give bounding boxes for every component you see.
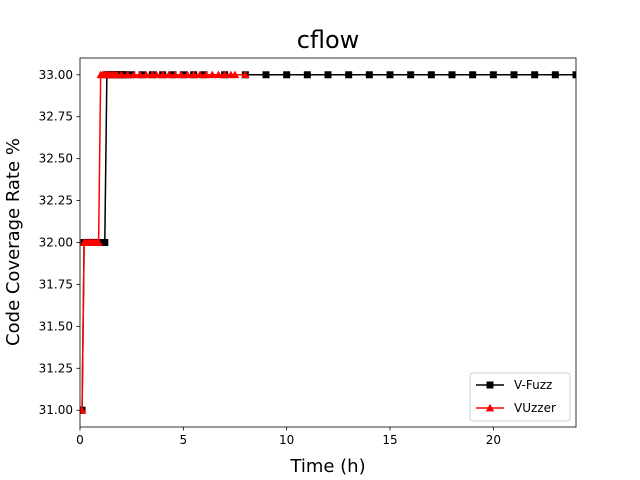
data-point-v-fuzz xyxy=(365,71,373,79)
data-point-vuzzer xyxy=(80,406,87,414)
legend-swatch-marker xyxy=(485,403,495,412)
data-point-v-fuzz xyxy=(551,71,559,79)
y-tick-label: 32.00 xyxy=(39,236,73,250)
data-point-vuzzer xyxy=(183,70,192,79)
y-tick-label: 32.50 xyxy=(39,152,73,166)
data-point-vuzzer xyxy=(195,70,205,79)
y-tick-label: 31.00 xyxy=(39,403,73,417)
plot-frame xyxy=(79,57,577,428)
x-tick-label: 5 xyxy=(180,433,188,447)
x-tick-label: 0 xyxy=(76,433,84,447)
legend: V-Fuzz VUzzer xyxy=(469,372,571,422)
chart-title: cflow xyxy=(297,26,360,54)
data-point-vuzzer xyxy=(152,70,161,79)
legend-label-v-fuzz: V-Fuzz xyxy=(514,378,552,392)
data-point-vuzzer xyxy=(220,70,229,79)
data-point-v-fuzz xyxy=(531,71,539,79)
data-point-vuzzer xyxy=(208,70,217,79)
x-tick-label: 15 xyxy=(382,433,397,447)
data-point-vuzzer xyxy=(141,70,151,79)
data-point-vuzzer xyxy=(135,70,145,79)
series-v-fuzz xyxy=(80,71,576,414)
plot-area xyxy=(80,70,576,414)
data-point-v-fuzz xyxy=(345,71,353,79)
legend-item-v-fuzz: V-Fuzz xyxy=(476,378,552,392)
data-point-vuzzer xyxy=(241,70,250,79)
data-point-v-fuzz xyxy=(469,71,477,79)
series-vuzzer xyxy=(80,70,250,414)
y-tick-label: 31.50 xyxy=(39,319,73,333)
data-point-v-fuzz xyxy=(303,71,311,79)
data-point-vuzzer xyxy=(158,70,167,79)
data-point-v-fuzz xyxy=(262,71,270,79)
legend-item-vuzzer: VUzzer xyxy=(476,401,556,415)
data-point-vuzzer xyxy=(189,70,198,79)
legend-label-vuzzer: VUzzer xyxy=(514,401,556,415)
y-axis-title: Code Coverage Rate % xyxy=(3,138,24,346)
data-point-v-fuzz xyxy=(386,71,394,79)
axes: 0 5 10 15 20 31.00 31.25 31.50 31.75 32.00 32.25 32… xyxy=(39,57,577,447)
y-tick-label: 31.75 xyxy=(39,277,73,291)
data-point-v-fuzz xyxy=(489,71,497,79)
data-point-vuzzer xyxy=(129,70,138,79)
data-point-vuzzer xyxy=(177,70,186,79)
data-point-vuzzer xyxy=(170,70,180,79)
data-point-vuzzer xyxy=(94,238,103,246)
data-point-v-fuzz xyxy=(283,71,291,79)
data-point-vuzzer xyxy=(164,70,174,79)
y-tick-label: 32.75 xyxy=(39,110,73,124)
y-tick-label: 32.25 xyxy=(39,194,73,208)
data-point-vuzzer xyxy=(230,70,240,79)
data-point-v-fuzz xyxy=(510,71,518,79)
y-tick-label: 33.00 xyxy=(39,68,73,82)
data-point-v-fuzz xyxy=(448,71,456,79)
data-point-vuzzer xyxy=(123,70,132,79)
legend-swatch-marker xyxy=(486,381,494,389)
data-point-vuzzer xyxy=(201,70,211,79)
x-tick-label: 10 xyxy=(279,433,294,447)
x-tick-label: 20 xyxy=(486,433,501,447)
data-point-vuzzer xyxy=(117,70,126,79)
data-point-v-fuzz xyxy=(572,71,576,79)
y-tick-label: 31.25 xyxy=(39,361,73,375)
data-point-v-fuzz xyxy=(407,71,415,79)
data-point-v-fuzz xyxy=(427,71,435,79)
data-point-vuzzer xyxy=(214,70,223,79)
series-line-v-fuzz xyxy=(80,74,576,411)
x-axis-title: Time (h) xyxy=(289,456,365,477)
data-point-v-fuzz xyxy=(101,239,109,246)
data-point-v-fuzz xyxy=(324,71,332,79)
